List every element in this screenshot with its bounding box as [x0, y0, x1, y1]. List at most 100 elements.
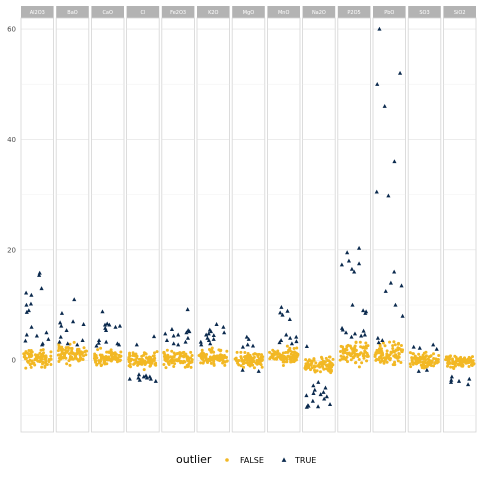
point-false [136, 360, 140, 364]
point-false [361, 354, 365, 358]
point-false [127, 358, 131, 362]
point-false [339, 354, 343, 358]
point-false [365, 359, 369, 363]
point-false [172, 351, 176, 355]
point-true [37, 270, 42, 275]
point-false [385, 360, 389, 364]
point-false [249, 355, 253, 359]
point-false [312, 364, 316, 368]
legend-key-true [281, 457, 287, 462]
point-false [399, 361, 403, 365]
point-false [330, 362, 334, 366]
point-false [379, 355, 383, 359]
point-false [411, 362, 415, 366]
point-false [240, 359, 244, 363]
facet-strip [337, 6, 371, 18]
point-false [375, 348, 379, 352]
point-false [76, 358, 80, 362]
point-false [110, 355, 114, 359]
point-false [222, 360, 226, 364]
y-tick-label: 40 [7, 136, 16, 144]
point-true [107, 322, 112, 327]
point-false [461, 364, 465, 368]
point-true [350, 302, 355, 307]
point-false [71, 351, 75, 355]
point-false [243, 351, 247, 355]
point-false [330, 365, 334, 369]
point-false [44, 357, 48, 361]
point-false [100, 363, 104, 367]
point-false [470, 364, 474, 368]
point-false [259, 355, 263, 359]
point-false [27, 349, 31, 353]
point-false [61, 347, 65, 351]
point-false [401, 348, 405, 352]
point-true [136, 372, 142, 377]
point-false [98, 353, 102, 357]
point-false [257, 360, 261, 364]
point-false [304, 358, 308, 362]
point-true [431, 342, 436, 347]
point-false [219, 353, 223, 357]
point-false [322, 362, 326, 366]
point-false [225, 349, 229, 353]
point-false [364, 341, 368, 345]
point-true [357, 245, 362, 250]
facet-strip [197, 6, 230, 18]
point-false [134, 352, 138, 356]
point-true [176, 342, 181, 347]
point-false [399, 343, 403, 347]
point-false [338, 358, 342, 362]
point-true [382, 104, 387, 108]
point-true [100, 309, 105, 314]
point-true [424, 367, 429, 372]
point-false [421, 362, 425, 366]
point-false [281, 354, 285, 358]
point-false [24, 350, 28, 354]
point-false [285, 357, 289, 361]
point-true [64, 328, 69, 333]
point-false [118, 358, 122, 362]
legend: outlier FALSE TRUE [176, 453, 316, 466]
point-true [144, 375, 150, 380]
point-false [453, 354, 457, 358]
point-true [116, 342, 122, 347]
point-false [118, 355, 122, 359]
point-false [95, 363, 99, 367]
point-true [80, 338, 85, 342]
facet-panel: PbO [372, 6, 406, 433]
point-true [316, 404, 321, 409]
point-false [154, 361, 158, 365]
point-false [391, 347, 395, 351]
point-false [393, 360, 397, 364]
point-false [327, 359, 331, 363]
facet-panel-border [161, 17, 195, 433]
point-false [127, 364, 131, 368]
point-false [285, 344, 289, 348]
point-false [209, 361, 213, 365]
point-true [37, 272, 42, 277]
point-false [357, 357, 361, 361]
point-false [152, 357, 156, 361]
point-false [285, 360, 289, 364]
point-false [374, 358, 378, 362]
point-false [247, 357, 251, 361]
point-false [426, 360, 430, 364]
point-false [445, 364, 449, 368]
point-false [78, 358, 82, 362]
point-true [46, 336, 51, 341]
point-false [409, 365, 413, 369]
point-false [49, 357, 53, 361]
point-false [408, 362, 412, 366]
point-false [373, 355, 377, 359]
point-false [345, 344, 349, 348]
point-false [199, 361, 203, 365]
point-true [256, 368, 261, 373]
point-false [239, 364, 243, 368]
point-false [252, 366, 256, 370]
point-true [417, 345, 422, 350]
point-true [103, 328, 109, 333]
point-true [23, 338, 28, 343]
point-false [387, 354, 391, 358]
point-false [119, 350, 123, 354]
